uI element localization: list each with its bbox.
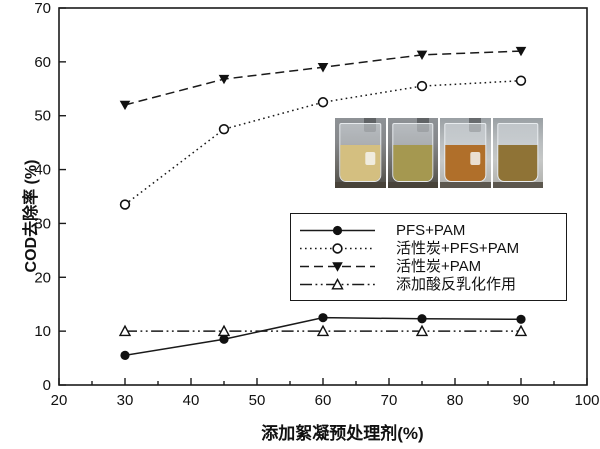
svg-text:90: 90 xyxy=(513,392,530,409)
bench-shadow xyxy=(492,182,543,188)
svg-text:40: 40 xyxy=(183,392,200,409)
legend-line-sample-dashdot-open-triangle-icon xyxy=(300,277,375,289)
svg-text:30: 30 xyxy=(117,392,134,409)
svg-text:10: 10 xyxy=(34,323,51,340)
svg-text:70: 70 xyxy=(381,392,398,409)
beaker-glass xyxy=(444,123,486,182)
legend-item-acid-demulsification: 添加酸反乳化作用 xyxy=(299,275,566,293)
svg-text:70: 70 xyxy=(34,0,51,17)
series-1 xyxy=(120,313,526,360)
legend-item-pfs-pam: PFS+PAM xyxy=(299,221,566,239)
legend-label: PFS+PAM xyxy=(396,221,466,239)
svg-text:30: 30 xyxy=(34,215,51,232)
beaker-photo-inset xyxy=(335,118,543,188)
series-4 xyxy=(118,324,528,337)
beaker-label-spot xyxy=(365,152,376,166)
beaker-glass xyxy=(497,123,539,182)
beaker-label-spot xyxy=(470,152,481,166)
legend-item-ac-pam: 活性炭+PAM xyxy=(299,257,566,275)
bench-shadow xyxy=(387,182,438,188)
legend-item-ac-pfs-pam: 活性炭+PFS+PAM xyxy=(299,239,566,257)
svg-text:80: 80 xyxy=(447,392,464,409)
beaker-photo-panel-3 xyxy=(440,118,491,188)
legend-line-sample-dashed-filled-triangle-icon xyxy=(300,261,375,272)
svg-text:100: 100 xyxy=(574,392,599,409)
x-axis-label: 添加絮凝预处理剂(%) xyxy=(261,424,424,443)
svg-text:20: 20 xyxy=(51,392,68,409)
svg-text:60: 60 xyxy=(34,54,51,71)
svg-text:50: 50 xyxy=(249,392,266,409)
bench-shadow xyxy=(440,182,491,188)
axis-ticks xyxy=(58,7,588,386)
bench-shadow xyxy=(335,182,386,188)
tick-labels: 20 30 40 50 60 70 80 90 100 0 10 20 30 40 50 60 70 xyxy=(34,0,599,409)
svg-text:50: 50 xyxy=(34,108,51,125)
beaker-liquid-4 xyxy=(498,144,538,181)
svg-text:60: 60 xyxy=(315,392,332,409)
series-2 xyxy=(119,75,527,210)
y-axis-label: COD去除率 (%) xyxy=(23,159,40,273)
svg-text:0: 0 xyxy=(43,377,51,394)
beaker-photo-panel-1 xyxy=(335,118,386,188)
beaker-glass xyxy=(392,123,434,182)
beaker-photo-panel-4 xyxy=(492,118,543,188)
beaker-glass xyxy=(339,123,381,182)
legend-line-sample-solid-filled-circle-icon xyxy=(300,225,375,235)
series-3 xyxy=(119,46,527,111)
legend-label: 活性炭+PFS+PAM xyxy=(396,239,520,257)
legend-label: 活性炭+PAM xyxy=(396,257,482,275)
svg-text:20: 20 xyxy=(34,269,51,286)
beaker-liquid-2 xyxy=(393,144,433,181)
legend-label: 添加酸反乳化作用 xyxy=(396,275,517,293)
beaker-photo-panel-2 xyxy=(387,118,438,188)
legend: PFS+PAM 活性炭+PFS+PAM 活性炭+PAM 添加酸反乳化作用 xyxy=(290,213,567,301)
svg-text:40: 40 xyxy=(34,162,51,179)
legend-line-sample-dotted-open-circle-icon xyxy=(300,242,375,254)
